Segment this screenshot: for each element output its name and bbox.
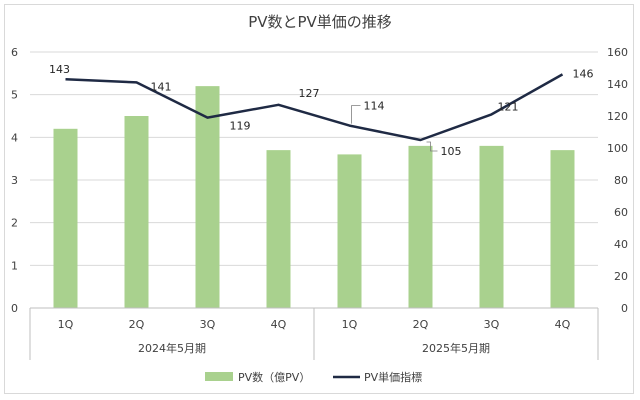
bar (266, 150, 291, 308)
category-label: 2Q (129, 318, 145, 331)
line-series: 143 141 119 127 114 105 121 146 (49, 63, 594, 158)
bar (195, 86, 220, 308)
category-label: 1Q (58, 318, 74, 331)
line-data-label: 121 (498, 100, 519, 113)
line-data-label: 143 (49, 63, 70, 76)
group-label: 2025年5月期 (422, 341, 490, 355)
gridlines (30, 51, 598, 266)
right-axis-tick-label: 140 (607, 78, 628, 91)
right-axis-tick-label: 40 (614, 238, 628, 251)
group-label: 2024年5月期 (138, 341, 206, 355)
bar (124, 116, 149, 308)
line-data-label: 146 (573, 67, 594, 80)
category-label: 4Q (271, 318, 287, 331)
legend-swatch-bar (205, 372, 233, 381)
line-data-label: 105 (441, 145, 462, 158)
bar (337, 154, 362, 308)
data-label-leader (351, 105, 361, 124)
data-label-leader (426, 141, 438, 152)
left-axis-tick-label: 5 (11, 89, 18, 102)
line-data-label: 114 (364, 100, 385, 113)
bar-series (53, 86, 575, 308)
bar (550, 150, 575, 308)
right-axis-tick-label: 100 (607, 142, 628, 155)
left-axis-tick-label: 0 (11, 302, 18, 315)
legend-label-bar: PV数（億PV） (238, 371, 310, 384)
left-axis-tick-label: 4 (11, 131, 18, 144)
legend-label-line: PV単価指標 (364, 370, 422, 384)
line-data-label: 127 (299, 87, 320, 100)
bar (53, 128, 78, 308)
line-path (65, 73, 564, 142)
left-axis-tick-label: 1 (11, 259, 18, 272)
right-axis-tick-label: 80 (614, 174, 628, 187)
category-label: 3Q (200, 318, 216, 331)
right-axis-tick-label: 60 (614, 206, 628, 219)
right-axis-tick-label: 0 (621, 302, 628, 315)
line-data-label: 119 (230, 120, 251, 133)
left-axis-tick-label: 3 (11, 174, 18, 187)
category-label: 2Q (413, 318, 429, 331)
legend: PV数（億PV） PV単価指標 (205, 370, 422, 384)
chart-title: PV数とPV単価の推移 (248, 13, 392, 31)
right-axis-tick-label: 20 (614, 270, 628, 283)
right-axis-tick-label: 120 (607, 110, 628, 123)
category-label: 1Q (342, 318, 358, 331)
left-axis-tick-label: 6 (11, 46, 18, 59)
bar (408, 145, 433, 308)
category-label: 4Q (555, 318, 571, 331)
line-data-label: 141 (151, 80, 172, 93)
category-label: 3Q (484, 318, 500, 331)
bar (479, 145, 504, 308)
right-axis-tick-label: 160 (607, 46, 628, 59)
chart-frame (4, 4, 634, 394)
left-axis-tick-label: 2 (11, 217, 18, 230)
